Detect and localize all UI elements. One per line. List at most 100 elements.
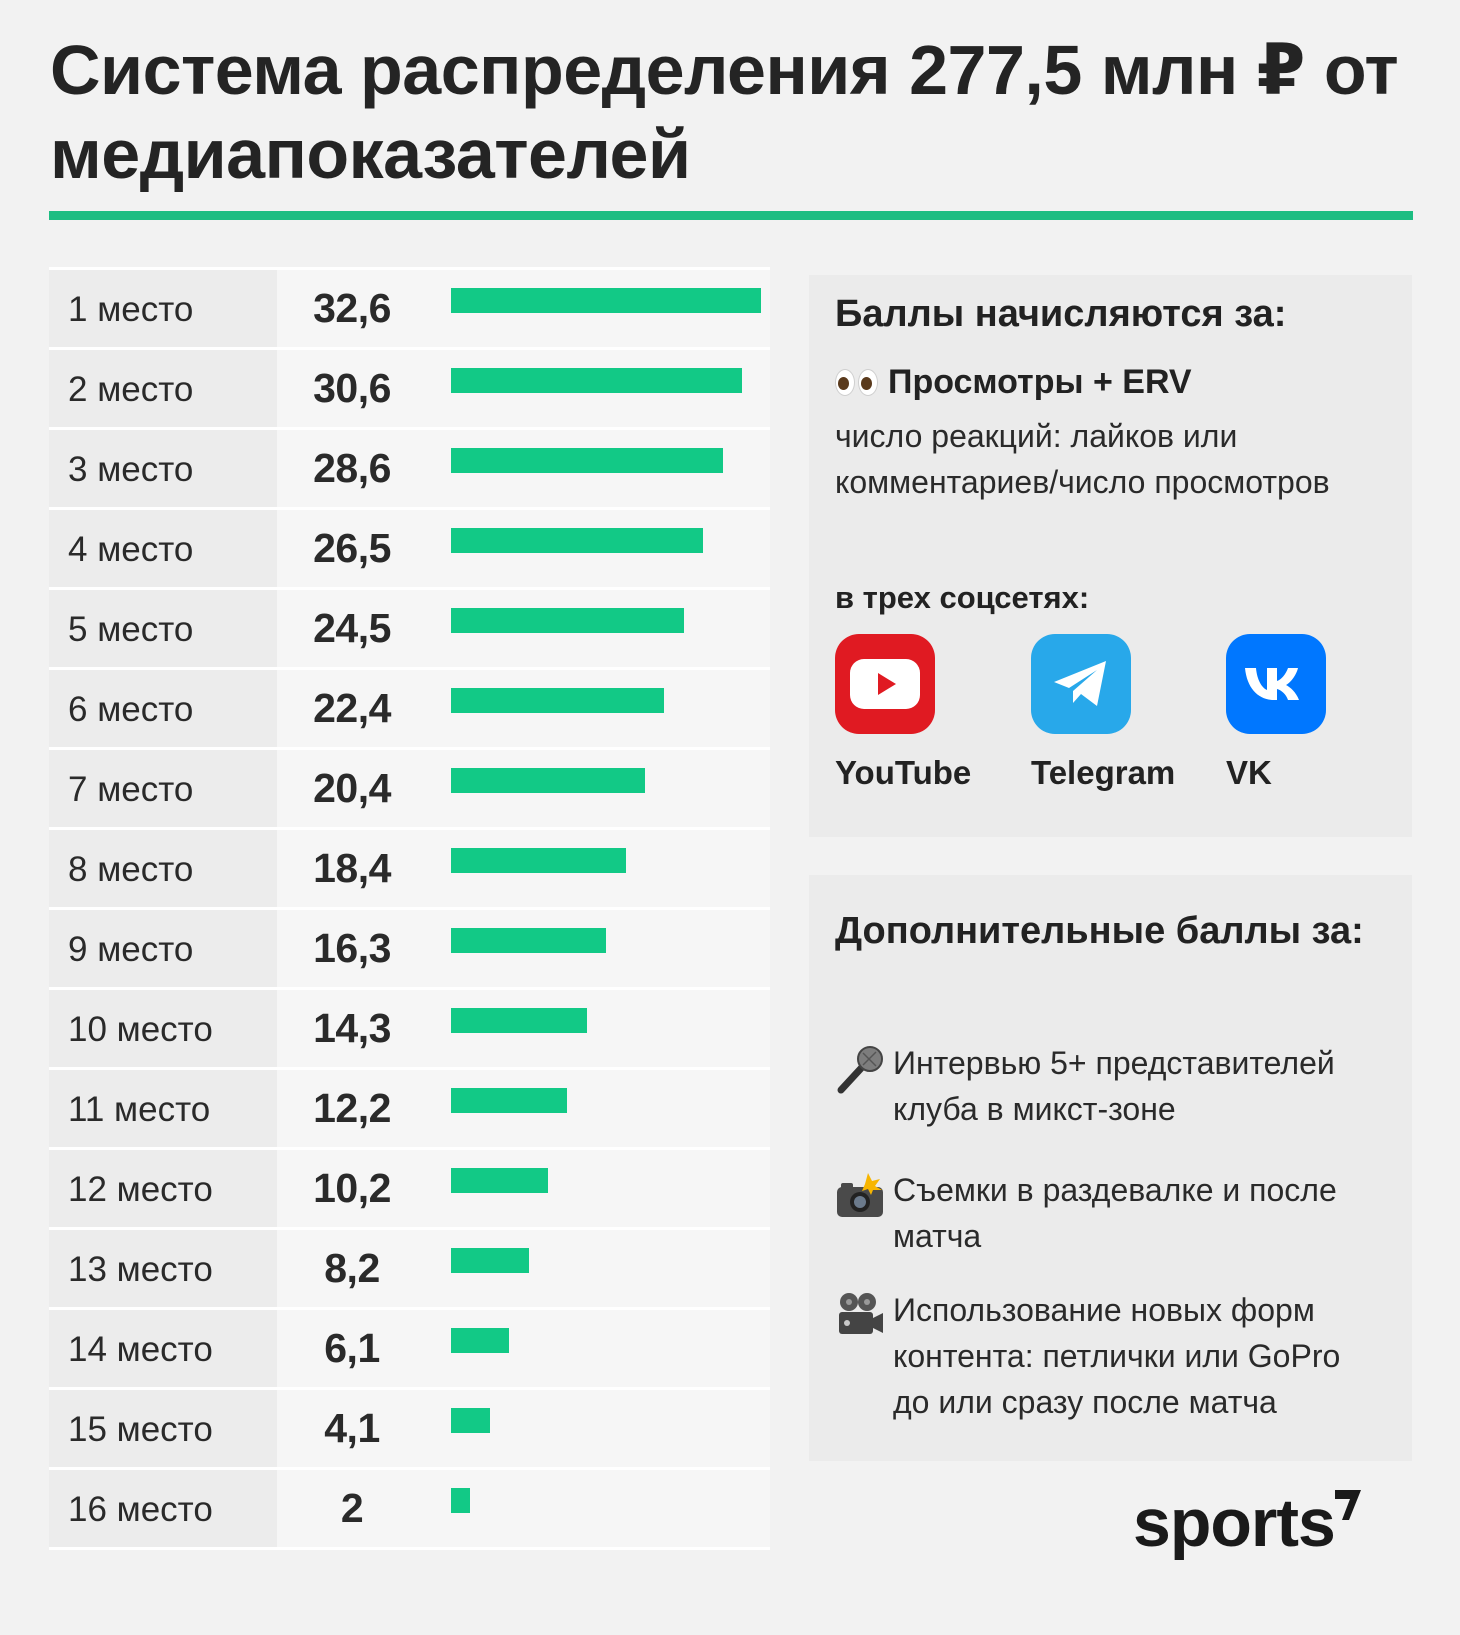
table-row: 13 место 8,2 <box>49 1230 770 1310</box>
network-name: Telegram <box>1031 754 1176 791</box>
network-name: VK <box>1226 754 1272 791</box>
bonus-item: Интервью 5+ представителей клуба в микст… <box>835 1040 1383 1132</box>
table-row: 2 место 30,6 <box>49 350 770 430</box>
bar-cell: 32,6 <box>277 270 770 350</box>
place-label: 4 место <box>49 510 277 590</box>
bar <box>451 1328 509 1353</box>
value-label: 12,2 <box>313 1085 391 1131</box>
page-title: Система распределения 277,5 млн ₽ от мед… <box>50 31 1399 193</box>
bar <box>451 448 723 473</box>
value-label: 4,1 <box>324 1405 380 1451</box>
bonus-item: Использование новых форм контента: петли… <box>835 1287 1383 1425</box>
value-label: 14,3 <box>313 1005 391 1051</box>
place-label: 6 место <box>49 670 277 750</box>
eyes-icon <box>835 369 878 396</box>
value-label: 26,5 <box>313 525 391 571</box>
table-row: 12 место 10,2 <box>49 1150 770 1230</box>
place-label: 2 место <box>49 350 277 430</box>
bar-cell: 20,4 <box>277 750 770 830</box>
ranking-bar-chart: 1 место 32,6 2 место 30,6 3 место 28,6 4 место… <box>49 267 770 1550</box>
bar-cell: 16,3 <box>277 910 770 990</box>
vk-icon <box>1226 634 1326 734</box>
place-label: 10 место <box>49 990 277 1070</box>
bar <box>451 848 626 873</box>
bar-cell: 8,2 <box>277 1230 770 1310</box>
bar-cell: 22,4 <box>277 670 770 750</box>
value-label: 24,5 <box>313 605 391 651</box>
bar <box>451 288 761 313</box>
table-row: 10 место 14,3 <box>49 990 770 1070</box>
bar <box>451 528 703 553</box>
bonus-text: Использование новых форм контента: петли… <box>893 1292 1341 1420</box>
bar-cell: 2 <box>277 1470 770 1550</box>
points-card: Баллы начисляются за: Просмотры + ERV чи… <box>809 275 1412 837</box>
table-row: 4 место 26,5 <box>49 510 770 590</box>
place-label: 3 место <box>49 430 277 510</box>
table-row: 16 место 2 <box>49 1470 770 1550</box>
place-label: 1 место <box>49 270 277 350</box>
bar-cell: 4,1 <box>277 1390 770 1470</box>
value-label: 2 <box>340 1485 364 1531</box>
telegram-icon <box>1031 634 1131 734</box>
network-vk: VK <box>1226 634 1326 791</box>
place-label: 7 место <box>49 750 277 830</box>
bonus-item: Съемки в раздевалке и после матча <box>835 1167 1383 1259</box>
bar-cell: 6,1 <box>277 1310 770 1390</box>
movie-camera-icon <box>839 1293 883 1334</box>
bar <box>451 1408 490 1433</box>
network-telegram: Telegram <box>1031 634 1175 791</box>
bar <box>451 688 664 713</box>
bar-cell: 24,5 <box>277 590 770 670</box>
table-row: 5 место 24,5 <box>49 590 770 670</box>
erv-heading: Просмотры + ERV <box>835 363 1192 402</box>
logo-mark <box>1334 1490 1361 1520</box>
place-label: 14 место <box>49 1310 277 1390</box>
place-label: 5 место <box>49 590 277 670</box>
youtube-icon <box>835 634 935 734</box>
bar-cell: 10,2 <box>277 1150 770 1230</box>
camera-flash-icon <box>837 1173 883 1217</box>
bar <box>451 368 742 393</box>
value-label: 30,6 <box>313 365 391 411</box>
place-label: 15 место <box>49 1390 277 1470</box>
bar-cell: 26,5 <box>277 510 770 590</box>
bar-cell: 18,4 <box>277 830 770 910</box>
bonus-text: Интервью 5+ представителей клуба в микст… <box>893 1045 1335 1127</box>
table-row: 1 место 32,6 <box>49 267 770 350</box>
table-row: 15 место 4,1 <box>49 1390 770 1470</box>
value-label: 8,2 <box>324 1245 380 1291</box>
networks-label: в трех соцсетях: <box>835 580 1090 615</box>
place-label: 9 место <box>49 910 277 990</box>
value-label: 16,3 <box>313 925 391 971</box>
value-label: 22,4 <box>313 685 391 731</box>
bar <box>451 1088 567 1113</box>
table-row: 6 место 22,4 <box>49 670 770 750</box>
bar <box>451 768 645 793</box>
title-divider <box>49 211 1413 220</box>
bar <box>451 928 606 953</box>
value-label: 10,2 <box>313 1165 391 1211</box>
erv-description: число реакций: лайков или комментариев/ч… <box>835 418 1330 500</box>
erv-title: Просмотры + ERV <box>888 363 1192 401</box>
bar <box>451 1008 587 1033</box>
place-label: 13 место <box>49 1230 277 1310</box>
bar <box>451 1488 470 1513</box>
value-label: 32,6 <box>313 285 391 331</box>
bonus-card: Дополнительные баллы за: Интервью 5+ пре… <box>809 875 1412 1461</box>
place-label: 8 место <box>49 830 277 910</box>
bonus-card-title: Дополнительные баллы за: <box>835 910 1364 952</box>
table-row: 9 место 16,3 <box>49 910 770 990</box>
value-label: 18,4 <box>313 845 391 891</box>
bar-cell: 12,2 <box>277 1070 770 1150</box>
bar-cell: 14,3 <box>277 990 770 1070</box>
value-label: 20,4 <box>313 765 391 811</box>
points-card-title: Баллы начисляются за: <box>835 293 1287 335</box>
bar <box>451 608 684 633</box>
place-label: 16 место <box>49 1470 277 1550</box>
bar-cell: 30,6 <box>277 350 770 430</box>
place-label: 12 место <box>49 1150 277 1230</box>
bar <box>451 1248 529 1273</box>
table-row: 11 место 12,2 <box>49 1070 770 1150</box>
value-label: 6,1 <box>324 1325 380 1371</box>
place-label: 11 место <box>49 1070 277 1150</box>
